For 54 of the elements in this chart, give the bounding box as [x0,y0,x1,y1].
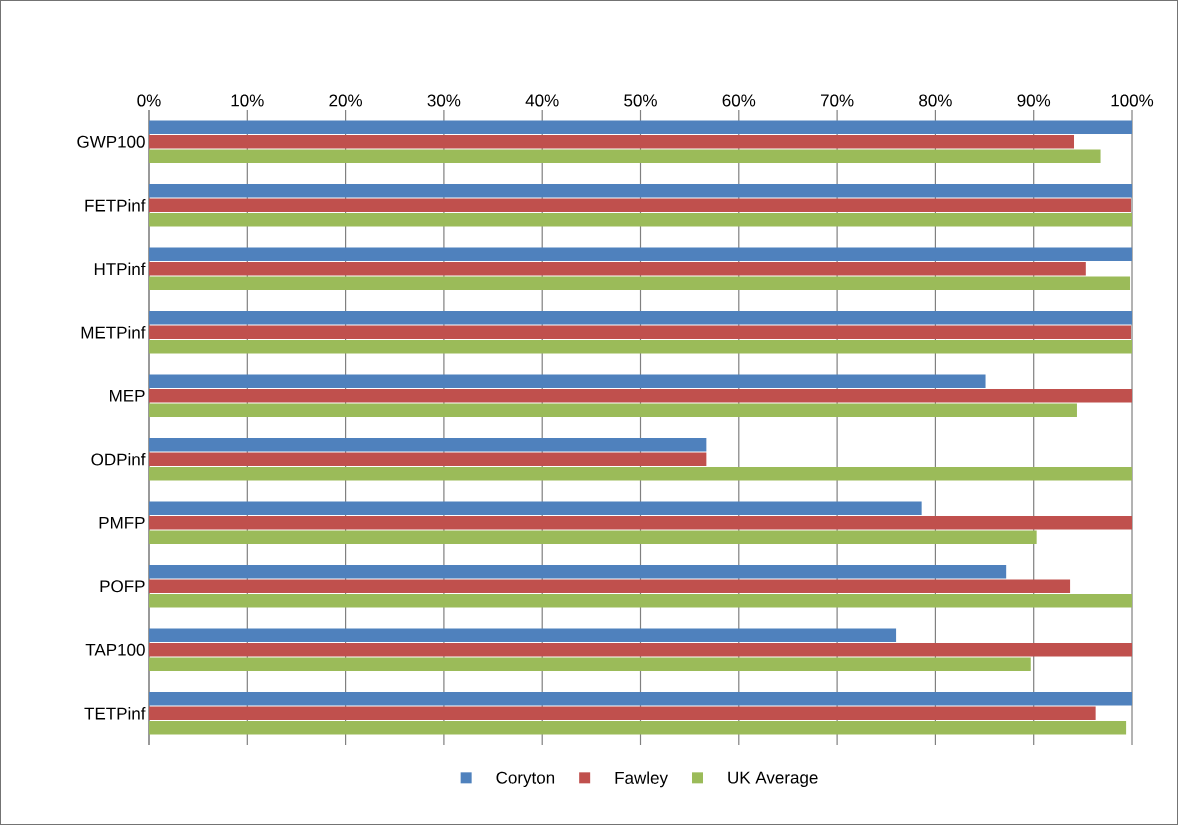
bar [149,374,986,388]
y-tick-label: POFP [100,580,145,593]
bar [149,467,1133,481]
x-tick-label: 20% [329,94,362,107]
x-tick-label: 10% [231,94,264,107]
y-tick-label: FETPinf [85,199,146,212]
bar [149,389,1133,403]
legend-label: UK Average [728,771,818,787]
bar [149,501,922,515]
y-tick-label: HTPinf [94,262,146,275]
bar [149,340,1133,354]
y-tick-label: TETPinf [84,707,146,720]
bar [149,628,897,642]
bar [149,149,1101,163]
x-tick-label: 70% [820,94,854,107]
y-tick-label: ODPinf [91,453,146,466]
bar [149,721,1127,735]
bar [149,403,1077,417]
bar [149,643,1133,657]
bar [149,438,707,452]
x-tick-label: 40% [525,94,559,107]
y-tick-label: GWP100 [77,135,145,148]
y-tick-label: METPinf [81,326,146,339]
bar [149,198,1132,212]
bar [149,247,1133,261]
x-tick-label: 0% [137,94,161,107]
bar [149,262,1086,276]
bar [149,184,1133,198]
bar [149,311,1133,325]
bar [149,516,1133,530]
bar [149,594,1133,608]
legend-label: Fawley [615,771,668,788]
bar [149,452,707,466]
bar [149,706,1096,720]
x-tick-label: 30% [427,94,461,107]
bar [149,276,1131,290]
x-tick-label: 60% [722,94,756,107]
x-tick-label: 90% [1017,94,1051,107]
bar [149,120,1133,134]
bar [149,325,1132,339]
y-tick-label: PMFP [99,516,145,529]
bar [149,135,1075,149]
bar [149,692,1133,706]
bar [149,657,1031,671]
bar [149,565,1007,579]
bar [149,213,1133,227]
x-tick-label: 50% [624,94,657,107]
bar [149,530,1037,544]
x-tick-label: 100% [1111,94,1154,107]
y-tick-label: MEP [110,389,145,402]
legend-label: Coryton [496,771,555,788]
x-tick-label: 80% [919,94,952,107]
bar [149,579,1071,593]
y-tick-label: TAP100 [85,643,145,656]
